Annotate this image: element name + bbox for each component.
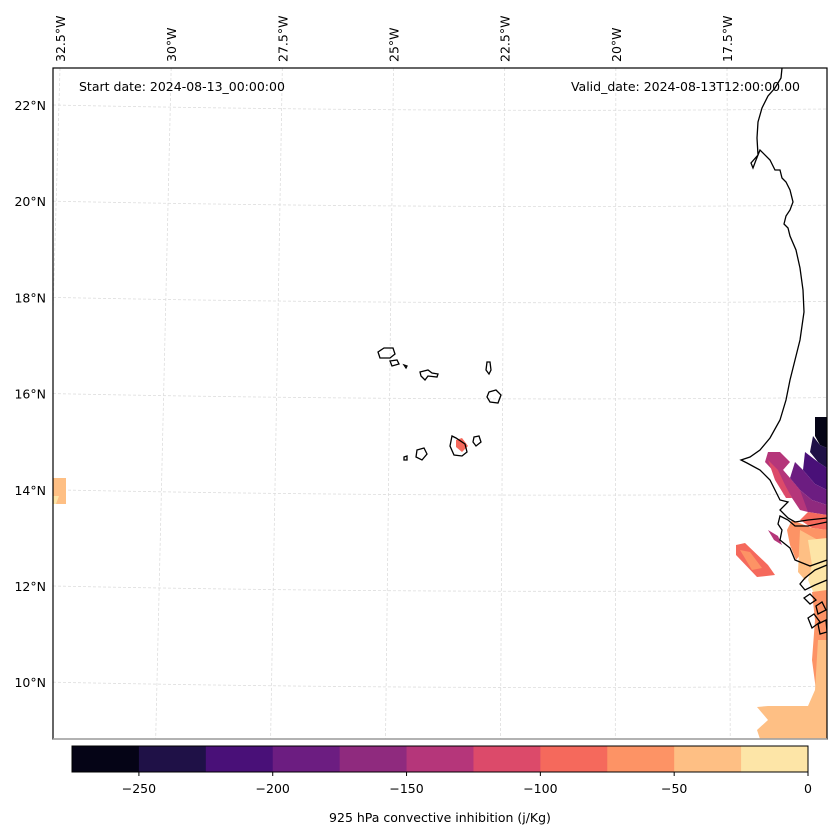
latitude-tick-label: 12°N <box>14 579 46 594</box>
colorbar-swatch <box>741 746 809 772</box>
island-boa-vista <box>486 389 502 404</box>
longitude-tick-label: 30°W <box>164 27 179 62</box>
colorbar-tick-label: −100 <box>523 781 557 796</box>
meridian-gridline <box>53 68 61 326</box>
parallel-gridline <box>53 393 827 400</box>
valid-date-annotation: Valid_date: 2024-08-13T12:00:00.00 <box>571 79 800 94</box>
meridian-gridline <box>385 68 394 739</box>
coastline-bijagos-3 <box>807 613 821 630</box>
colorbar-frame <box>71 745 809 773</box>
coastline-bijagos-4 <box>817 618 827 635</box>
coastline-guinea-bissau <box>799 564 827 591</box>
latitude-tick-label: 16°N <box>14 387 46 402</box>
colorbar: −250 −200 −150 −100 −50 0 <box>71 745 812 796</box>
meridian-gridline <box>500 68 506 739</box>
meridian-gridline <box>726 68 731 739</box>
cin-region-south-25 <box>757 640 827 739</box>
colorbar-swatch <box>72 746 140 772</box>
parallel-gridline <box>53 489 827 496</box>
meridian-gridline <box>270 68 283 739</box>
longitude-tick-label: 25°W <box>387 27 402 62</box>
longitude-tick-label: 27.5°W <box>275 16 290 62</box>
longitude-tick-label: 17.5°W <box>720 16 735 62</box>
colorbar-label: 925 hPa convective inhibition (j/Kg) <box>329 810 551 825</box>
island-sao-nicolau <box>419 369 439 381</box>
cin-fill-layer <box>53 417 827 739</box>
cin-region-125 <box>765 452 808 512</box>
coastline-bijagos-1 <box>802 593 818 605</box>
colorbar-tick-label: −200 <box>256 781 290 796</box>
cin-region-200 <box>803 452 827 490</box>
parallel-gridline <box>53 681 827 688</box>
start-date-annotation: Start date: 2024-08-13_00:00:00 <box>79 79 285 94</box>
coastlines <box>377 68 827 635</box>
island-sao-vicente <box>389 359 400 367</box>
colorbar-swatch <box>406 746 474 772</box>
latitude-tick-label: 14°N <box>14 483 46 498</box>
colorbar-tick-label: −150 <box>389 781 423 796</box>
cin-region-225 <box>810 436 827 468</box>
colorbar-swatch <box>272 746 341 772</box>
parallel-gridline <box>53 104 827 111</box>
longitude-tick-label: 22.5°W <box>498 16 513 62</box>
coastline-gambia-south <box>777 515 827 567</box>
colorbar-swatch <box>205 746 274 772</box>
meridian-gridline <box>155 68 172 739</box>
longitude-tick-label: 20°W <box>609 27 624 62</box>
longitude-tick-labels: 32.5°W 30°W 27.5°W 25°W 22.5°W 20°W 17.5°W <box>53 16 735 62</box>
cin-region-75 <box>800 512 827 530</box>
latitude-tick-labels: 22°N 20°N 18°N 16°N 14°N 12°N 10°N <box>14 98 46 690</box>
coastline-bijagos-2 <box>815 601 827 615</box>
cin-region-cape-verde <box>456 438 468 452</box>
cin-region-125b <box>768 530 782 545</box>
parallel-gridline <box>53 200 827 207</box>
cin-region-250 <box>815 417 827 448</box>
latitude-tick-label: 10°N <box>14 675 46 690</box>
cin-region-100 <box>768 460 792 498</box>
gridlines <box>53 68 827 739</box>
colorbar-tick-label: −50 <box>661 781 687 796</box>
longitude-tick-label: 32.5°W <box>53 16 68 62</box>
latitude-tick-label: 22°N <box>14 98 46 113</box>
latitude-tick-label: 20°N <box>14 194 46 209</box>
colorbar-swatch <box>473 746 541 772</box>
island-fogo <box>415 447 428 461</box>
colorbar-swatch <box>138 746 207 772</box>
colorbar-tick-label: 0 <box>804 781 812 796</box>
parallel-gridline <box>53 585 827 592</box>
coastline-west-africa <box>739 68 827 523</box>
colorbar-swatch <box>674 746 742 772</box>
cin-region-175 <box>790 462 827 505</box>
cin-region-50-offshore <box>740 550 762 570</box>
colorbar-swatch <box>540 746 608 772</box>
colorbar-swatch <box>339 746 408 772</box>
cin-region-west-edge-0 <box>53 496 59 504</box>
meridian-gridline <box>614 68 617 739</box>
island-maio <box>472 435 482 447</box>
colorbar-swatch <box>607 746 675 772</box>
colorbar-tick-label: −250 <box>122 781 156 796</box>
island-santiago <box>449 435 468 457</box>
island-brava <box>403 455 408 461</box>
island-sal <box>485 361 492 376</box>
island-santa-luzia <box>402 363 408 370</box>
parallel-gridline <box>53 297 827 304</box>
map-background <box>53 68 827 739</box>
island-santo-antao <box>377 347 396 359</box>
latitude-tick-label: 18°N <box>14 290 46 305</box>
